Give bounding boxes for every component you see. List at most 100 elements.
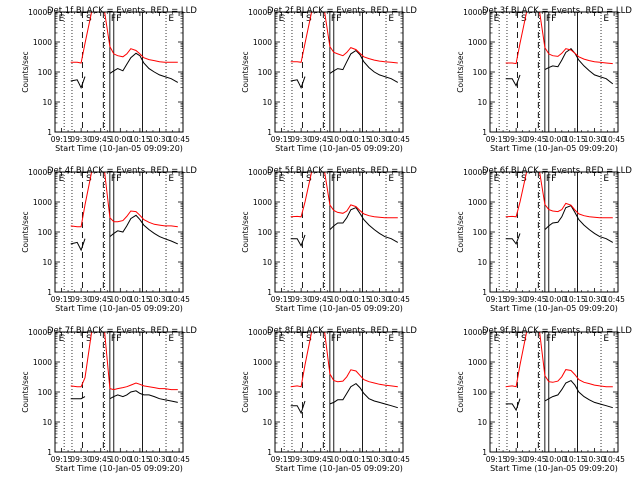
y-axis-label: Counts/sec <box>21 211 30 252</box>
x-tick-label: 10:45 <box>168 455 190 464</box>
segment-letter: E <box>494 174 500 184</box>
y-axis-label: Counts/sec <box>241 51 250 92</box>
segment-letter: E <box>388 174 394 184</box>
events-series-line <box>109 52 179 83</box>
events-series-line <box>544 48 614 85</box>
y-tick-label: 1000 <box>33 358 52 367</box>
segment-letter: E <box>603 174 609 184</box>
x-tick-label: 10:15 <box>129 135 151 144</box>
y-tick-label: 1 <box>267 288 272 297</box>
x-tick-label: 10:00 <box>329 455 351 464</box>
x-tick-label: 10:15 <box>349 135 371 144</box>
lld-series-line <box>290 172 398 219</box>
lld-series-line <box>70 332 178 391</box>
segment-letter: E <box>494 334 500 344</box>
x-tick-label: 09:30 <box>70 135 92 144</box>
segment-letter: F <box>111 174 116 184</box>
y-tick-label: 10000 <box>463 168 487 177</box>
x-tick-label: 10:45 <box>603 295 625 304</box>
y-tick-label: 100 <box>473 68 488 77</box>
x-tick-label: 09:15 <box>51 295 73 304</box>
x-tick-label: 10:45 <box>168 135 190 144</box>
segment-letter: E <box>168 14 174 24</box>
segment-letter: F <box>331 14 336 24</box>
x-tick-label: 09:30 <box>505 295 527 304</box>
y-tick-label: 10 <box>42 98 52 107</box>
y-tick-label: 10 <box>262 418 272 427</box>
x-tick-label: 09:30 <box>290 295 312 304</box>
events-series-line <box>290 76 306 89</box>
plot-frame <box>489 11 619 133</box>
x-tick-label: 09:15 <box>51 455 73 464</box>
segment-letter: S <box>86 334 92 344</box>
y-tick-label: 10000 <box>463 328 487 337</box>
y-axis-label: Counts/sec <box>21 371 30 412</box>
y-tick-label: 10000 <box>463 8 487 17</box>
y-tick-label: 1 <box>47 128 52 137</box>
x-tick-label: 10:00 <box>544 135 566 144</box>
y-tick-label: 10 <box>477 418 487 427</box>
segment-letter: S <box>306 174 312 184</box>
x-tick-label: 10:15 <box>564 455 586 464</box>
x-axis-label: Start Time (10-Jan-05 09:09:20) <box>275 304 403 313</box>
segment-letter: E <box>494 14 500 24</box>
segment-letter: S <box>86 174 92 184</box>
y-axis-label: Counts/sec <box>456 211 465 252</box>
segment-letter: S <box>521 14 527 24</box>
segment-letter: E <box>603 334 609 344</box>
events-series-line <box>329 206 399 243</box>
segment-letter: E <box>388 334 394 344</box>
lld-series-line <box>290 332 398 388</box>
y-tick-label: 1 <box>482 288 487 297</box>
x-tick-label: 10:15 <box>564 135 586 144</box>
y-tick-label: 1000 <box>33 38 52 47</box>
x-tick-label: 10:00 <box>109 455 131 464</box>
x-tick-label: 09:45 <box>525 295 547 304</box>
segment-letter: E <box>279 334 285 344</box>
x-tick-label: 10:30 <box>149 455 171 464</box>
y-tick-label: 100 <box>473 388 488 397</box>
y-tick-label: 1000 <box>253 358 272 367</box>
lld-series-line <box>505 172 613 219</box>
y-tick-label: 1000 <box>468 358 487 367</box>
segment-letter: S <box>306 334 312 344</box>
x-tick-label: 10:30 <box>584 295 606 304</box>
x-axis-label: Start Time (10-Jan-05 09:09:20) <box>490 304 618 313</box>
segment-letter: E <box>603 14 609 24</box>
y-tick-label: 10 <box>477 98 487 107</box>
x-tick-label: 10:00 <box>329 135 351 144</box>
x-tick-label: 09:30 <box>290 135 312 144</box>
x-tick-label: 10:30 <box>369 455 391 464</box>
x-tick-label: 10:30 <box>584 455 606 464</box>
panel-title: Det 3f BLACK = Events, RED = LLD <box>482 6 632 16</box>
events-series-line <box>70 76 86 89</box>
plot-frame <box>274 11 404 133</box>
segment-letter: F <box>116 14 121 24</box>
x-axis-label: Start Time (10-Jan-05 09:09:20) <box>490 144 618 153</box>
panel-title: Det 7f BLACK = Events, RED = LLD <box>47 326 197 336</box>
x-tick-label: 09:30 <box>505 135 527 144</box>
x-tick-label: 10:00 <box>544 295 566 304</box>
lld-series-line <box>70 172 178 228</box>
lld-series-line <box>290 12 398 64</box>
x-tick-label: 09:45 <box>310 135 332 144</box>
y-tick-label: 1000 <box>33 198 52 207</box>
y-tick-label: 10 <box>477 258 487 267</box>
x-tick-label: 09:15 <box>51 135 73 144</box>
segment-letter: F <box>116 174 121 184</box>
panel-title: Det 2f BLACK = Events, RED = LLD <box>267 6 417 16</box>
x-axis-label: Start Time (10-Jan-05 09:09:20) <box>275 464 403 473</box>
segment-letter: E <box>279 174 285 184</box>
x-tick-label: 10:45 <box>603 135 625 144</box>
events-series-line <box>329 382 398 409</box>
y-tick-label: 1 <box>47 288 52 297</box>
x-tick-label: 10:00 <box>109 135 131 144</box>
segment-letter: E <box>59 174 65 184</box>
x-tick-label: 09:15 <box>486 455 508 464</box>
plot-frame <box>54 171 184 293</box>
segment-letter: E <box>168 334 174 344</box>
